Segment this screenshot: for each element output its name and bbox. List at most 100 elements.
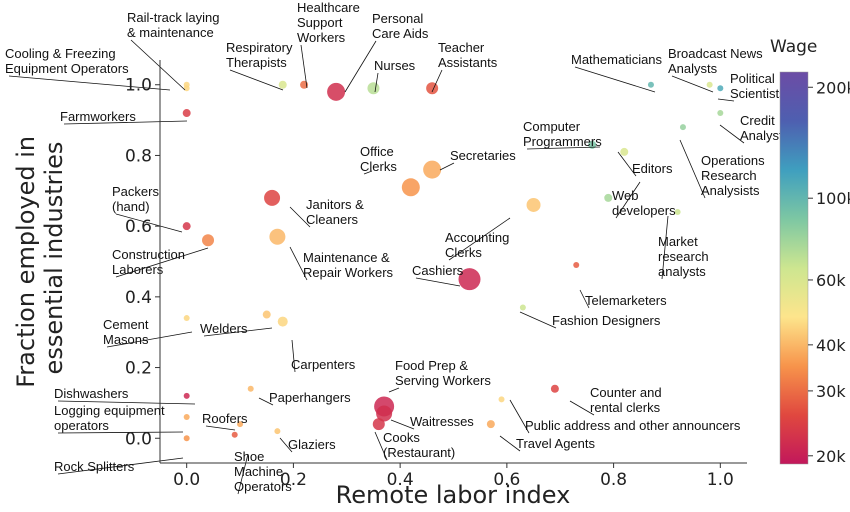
leader-line: [363, 170, 373, 175]
leader-line: [415, 277, 461, 287]
occupation-label: Telemarketers: [585, 293, 667, 308]
data-point: [573, 262, 580, 269]
data-point: [620, 147, 629, 156]
leader-line: [291, 339, 296, 373]
leader-line: [439, 162, 455, 171]
data-point: [498, 396, 505, 403]
data-point: [367, 82, 380, 95]
leader-line: [115, 247, 209, 278]
x-tick-label: 0.8: [600, 470, 627, 490]
x-ticks: 0.0 0.2 0.4 0.6 0.8 1.0: [173, 463, 734, 490]
x-tick-label: 0.2: [280, 470, 307, 490]
occupation-label: Rail-track laying & maintenance: [127, 10, 219, 40]
y-axis-label: Fraction employed in essential industrie…: [12, 128, 68, 388]
colorbar-tick-label: 200k: [816, 78, 850, 97]
leader-line: [258, 397, 274, 406]
leader-line: [719, 124, 745, 144]
colorbar: [779, 71, 809, 465]
leader-line: [289, 246, 308, 281]
occupation-label: Glaziers: [288, 437, 336, 452]
occupation-label: Janitors & Cleaners: [306, 197, 364, 227]
x-tick-label: 0.4: [387, 470, 414, 490]
occupation-label: Accounting Clerks: [445, 230, 509, 260]
occupation-label: Secretaries: [450, 148, 516, 163]
data-point: [717, 85, 724, 92]
y-tick-label: 1.0: [125, 76, 152, 96]
data-point: [278, 80, 287, 89]
leader-line: [615, 181, 641, 219]
leader-line: [205, 425, 236, 431]
data-point: [262, 310, 271, 319]
data-point: [486, 420, 495, 429]
leader-line: [679, 139, 706, 199]
leader-line: [579, 289, 590, 309]
occupation-label: Shoe Machine Operators: [234, 449, 292, 494]
occupation-label: Dishwashers: [54, 386, 129, 401]
data-point: [647, 81, 654, 88]
data-point: [182, 222, 191, 231]
leader-line: [717, 98, 735, 102]
occupation-label: Packers (hand): [112, 184, 159, 214]
leader-line: [574, 66, 656, 93]
leader-line: [617, 151, 637, 177]
y-tick-label: 0.2: [125, 359, 152, 379]
leader-line: [57, 457, 184, 475]
data-point: [182, 109, 191, 118]
data-point: [274, 428, 281, 435]
leader-line: [519, 311, 557, 329]
leader-line: [229, 69, 284, 91]
leader-line: [671, 75, 714, 93]
occupation-label: Office Clerks: [360, 144, 397, 174]
occupation-label: Cashiers: [412, 263, 464, 278]
leader-line: [8, 75, 171, 91]
occupation-label: Waitresses: [410, 414, 474, 429]
data-point: [674, 209, 681, 216]
y-tick-label: 0.4: [125, 288, 152, 308]
data-point: [183, 81, 190, 88]
data-point: [679, 124, 686, 131]
data-point: [526, 197, 541, 212]
occupation-label: Credit Analysts: [740, 113, 790, 143]
y-tick-label: 0.0: [125, 429, 152, 449]
y-ticks: 0.0 0.2 0.4 0.6 0.8 1.0: [125, 76, 160, 449]
colorbar-ticks: 20k 30k 40k 60k 100k 200k: [808, 78, 850, 466]
leader-line: [374, 431, 388, 461]
data-point: [401, 178, 420, 197]
leader-line: [289, 206, 311, 228]
occupation-label: Travel Agents: [516, 436, 596, 451]
data-point: [202, 234, 215, 247]
occupation-label: Maintenance & Repair Workers: [303, 250, 394, 280]
data-point: [183, 435, 190, 442]
data-point: [604, 193, 613, 202]
leader-line: [526, 146, 601, 150]
leader-line: [569, 400, 595, 416]
data-point: [372, 418, 385, 431]
occupation-label: Paperhangers: [269, 390, 351, 405]
data-point: [247, 385, 254, 392]
leader-line: [344, 40, 377, 93]
occupation-label: Editors: [632, 161, 673, 176]
occupation-label: Cement Masons: [103, 317, 149, 347]
x-tick-label: 0.6: [493, 470, 520, 490]
y-axis-label-line-1: Fraction employed in: [12, 136, 40, 388]
x-tick-label: 1.0: [707, 470, 734, 490]
occupation-label: Welders: [200, 321, 248, 336]
y-axis-label-line-2: essential industries: [40, 142, 68, 375]
colorbar-tick-label: 60k: [816, 271, 846, 290]
occupation-label: Fashion Designers: [552, 313, 661, 328]
data-point: [706, 81, 713, 88]
leader-line: [237, 453, 249, 495]
occupation-label: Operations Research Analysists: [701, 153, 765, 198]
leader-line: [106, 331, 193, 348]
occupation-label: Counter and rental clerks: [590, 385, 662, 415]
leader-line: [431, 69, 443, 93]
data-point: [550, 384, 559, 393]
leader-line: [390, 419, 415, 430]
x-tick-label: 0.0: [173, 470, 200, 490]
occupation-labels: Cooling & Freezing Equipment Operators Rai…: [5, 0, 790, 494]
occupation-label: Roofers: [202, 411, 248, 426]
occupation-label: Healthcare Support Workers: [297, 0, 360, 45]
leader-line: [130, 39, 186, 91]
data-point: [277, 316, 288, 327]
